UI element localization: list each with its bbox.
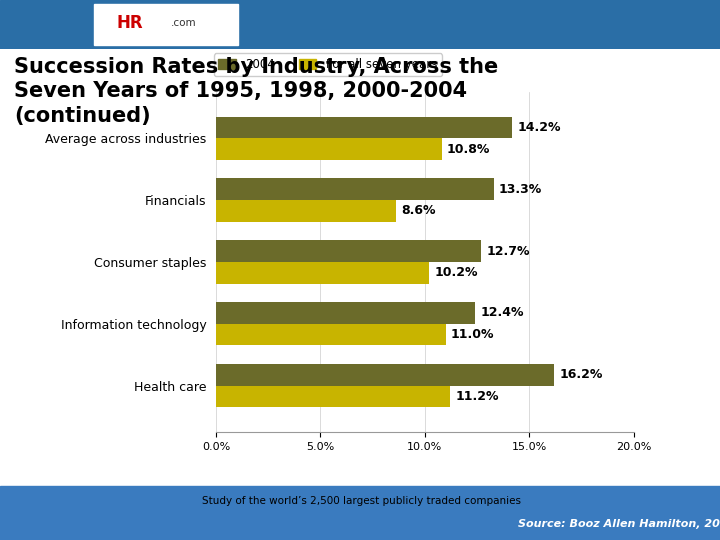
Text: Study of the world’s 2,500 largest publicly traded companies: Study of the world’s 2,500 largest publi… xyxy=(202,496,521,506)
Text: Succession Rates by Industry, Across the
Seven Years of 1995, 1998, 2000-2004
(c: Succession Rates by Industry, Across the… xyxy=(14,57,499,126)
Bar xyxy=(216,324,446,346)
Bar xyxy=(216,262,429,284)
Text: 8.6%: 8.6% xyxy=(401,204,436,218)
Bar xyxy=(216,200,395,222)
Bar xyxy=(216,117,513,138)
Bar xyxy=(216,302,475,324)
Bar xyxy=(216,364,554,386)
Text: 14.2%: 14.2% xyxy=(518,121,561,134)
Text: 10.2%: 10.2% xyxy=(434,266,477,279)
Bar xyxy=(216,240,481,262)
Text: 12.7%: 12.7% xyxy=(487,245,530,258)
Text: 11.0%: 11.0% xyxy=(451,328,495,341)
Bar xyxy=(94,4,238,45)
Text: 13.3%: 13.3% xyxy=(499,183,542,195)
Bar xyxy=(216,386,450,407)
Text: HR: HR xyxy=(117,15,143,32)
Legend: 2004, For all seven years: 2004, For all seven years xyxy=(214,53,442,76)
Bar xyxy=(216,178,494,200)
Text: 12.4%: 12.4% xyxy=(480,306,523,320)
Bar xyxy=(0,486,720,540)
Text: 16.2%: 16.2% xyxy=(559,368,603,381)
Text: .com: .com xyxy=(171,18,197,28)
Text: 11.2%: 11.2% xyxy=(455,390,498,403)
Bar xyxy=(216,138,441,160)
Text: Source: Booz Allen Hamilton, 2005: Source: Booz Allen Hamilton, 2005 xyxy=(518,519,720,529)
Text: 10.8%: 10.8% xyxy=(446,143,490,156)
